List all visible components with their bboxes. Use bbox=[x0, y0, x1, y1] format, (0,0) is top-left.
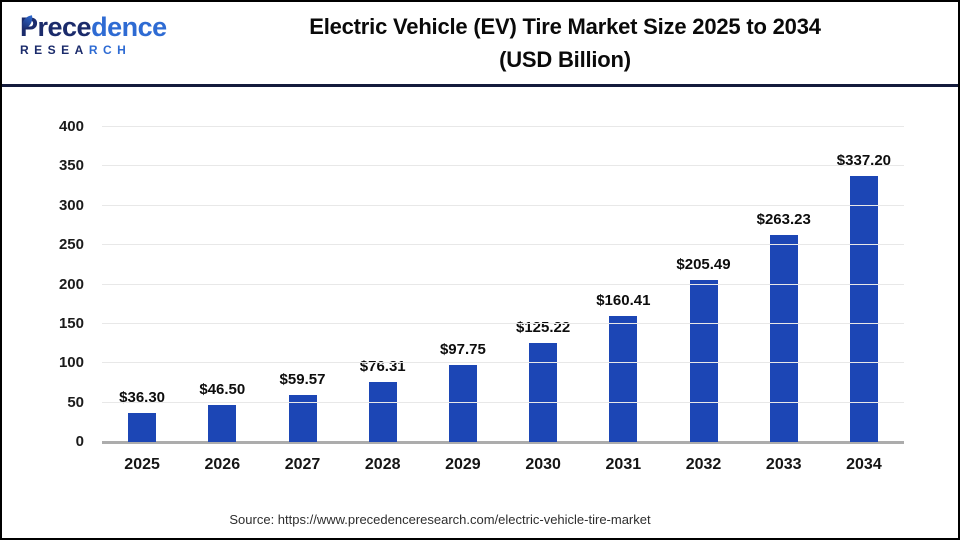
source-attribution: Source: https://www.precedenceresearch.c… bbox=[229, 512, 651, 527]
x-axis-labels: 2025 2026 2027 2028 2029 2030 2031 2032 2033 2034 bbox=[102, 456, 904, 474]
x-axis-label-2030: 2030 bbox=[525, 456, 561, 473]
gridline bbox=[102, 362, 904, 364]
y-axis-tick-label: 50 bbox=[67, 393, 84, 411]
chart-title-line1: Electric Vehicle (EV) Tire Market Size 2… bbox=[309, 14, 821, 39]
bar-2030 bbox=[529, 343, 558, 442]
bar-value-label-2029: $97.75 bbox=[439, 341, 486, 359]
brand-subtitle-light: RCH bbox=[88, 43, 132, 57]
x-axis-label-2026: 2026 bbox=[204, 456, 241, 473]
bar-value-label-2025: $36.30 bbox=[119, 389, 166, 407]
bar-slot-2032: $205.49 bbox=[663, 127, 743, 442]
bar-slot-2034: $337.20 bbox=[824, 127, 904, 442]
bar-slot-2027: $59.57 bbox=[262, 127, 342, 442]
bars-row: $36.30 $46.50 $59.57 $76.31 $97.75 $125.22 $16… bbox=[102, 127, 904, 442]
bar-2028 bbox=[368, 381, 397, 442]
bar-2027 bbox=[288, 395, 317, 442]
bar-value-label-2026: $46.50 bbox=[199, 381, 246, 399]
plot-area: $36.30 $46.50 $59.57 $76.31 $97.75 $125.22 $16… bbox=[59, 118, 904, 450]
gridline bbox=[102, 204, 904, 206]
gridline bbox=[102, 401, 904, 403]
gridline bbox=[102, 283, 904, 285]
gridline bbox=[102, 165, 904, 167]
y-axis-tick-label: 0 bbox=[75, 433, 84, 450]
bar-value-label-2027: $59.57 bbox=[279, 371, 326, 389]
x-axis-label-2033: 2033 bbox=[765, 456, 802, 473]
bar-value-label-2033: $263.23 bbox=[756, 210, 811, 228]
leaf-icon bbox=[18, 6, 36, 35]
brand-subtitle: RESEARCH bbox=[20, 44, 167, 56]
brand-subtitle-dark: RESEA bbox=[20, 43, 89, 57]
chart-title-line2: (USD Billion) bbox=[499, 47, 631, 72]
x-axis-label-2031: 2031 bbox=[605, 456, 642, 473]
bar-slot-2033: $263.23 bbox=[744, 127, 824, 442]
y-axis-tick-label: 350 bbox=[58, 157, 84, 175]
bar-value-label-2032: $205.49 bbox=[676, 256, 731, 274]
y-axis-tick-label: 150 bbox=[58, 314, 84, 332]
x-axis-line bbox=[102, 441, 904, 444]
y-axis-tick-label: 300 bbox=[58, 196, 84, 214]
y-axis-tick-label: 200 bbox=[58, 275, 84, 293]
header: Precedence RESEARCH Electric Vehicle (EV… bbox=[2, 2, 958, 87]
brand-name: Precedence bbox=[20, 14, 167, 41]
bar-2033 bbox=[769, 234, 798, 442]
x-axis-label-2029: 2029 bbox=[445, 456, 481, 473]
brand-logo: Precedence RESEARCH bbox=[20, 14, 167, 57]
bar-slot-2028: $76.31 bbox=[343, 127, 423, 442]
bar-value-label-2031: $160.41 bbox=[596, 291, 651, 309]
x-axis-label-2028: 2028 bbox=[364, 456, 401, 473]
bar-2034 bbox=[849, 176, 878, 442]
gridline bbox=[102, 244, 904, 246]
x-axis-label-2032: 2032 bbox=[685, 456, 722, 473]
x-axis-label-2027: 2027 bbox=[284, 456, 321, 473]
bar-slot-2029: $97.75 bbox=[423, 127, 503, 442]
y-axis-tick-label: 100 bbox=[58, 354, 84, 372]
bar-2026 bbox=[208, 405, 237, 442]
gridline bbox=[102, 322, 904, 324]
x-axis-label-2025: 2025 bbox=[124, 456, 160, 473]
bar-2032 bbox=[689, 280, 718, 442]
bar-value-label-2028: $76.31 bbox=[359, 357, 406, 375]
y-axis-tick-label: 400 bbox=[58, 118, 84, 135]
bar-slot-2030: $125.22 bbox=[503, 127, 583, 442]
x-axis-label-2034: 2034 bbox=[846, 456, 882, 473]
bar-slot-2025: $36.30 bbox=[102, 127, 182, 442]
y-axis-tick-label: 250 bbox=[58, 236, 84, 254]
brand-name-light: dence bbox=[91, 12, 167, 42]
bar-2029 bbox=[448, 365, 477, 442]
bar-2025 bbox=[128, 413, 157, 442]
bar-2031 bbox=[609, 315, 638, 442]
bar-slot-2026: $46.50 bbox=[182, 127, 262, 442]
chart-region: $36.30 $46.50 $59.57 $76.31 $97.75 $125.22 $16… bbox=[2, 118, 958, 474]
chart-title: Electric Vehicle (EV) Tire Market Size 2… bbox=[172, 2, 958, 76]
bar-slot-2031: $160.41 bbox=[583, 127, 663, 442]
gridline bbox=[102, 126, 904, 127]
bar-value-label-2034: $337.20 bbox=[836, 152, 892, 170]
